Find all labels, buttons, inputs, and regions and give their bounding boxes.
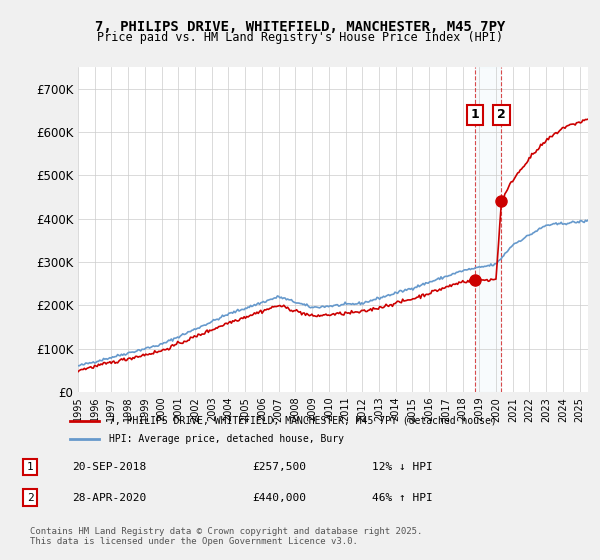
Text: 7, PHILIPS DRIVE, WHITEFIELD, MANCHESTER, M45 7PY (detached house): 7, PHILIPS DRIVE, WHITEFIELD, MANCHESTER…: [109, 416, 497, 426]
Text: 46% ↑ HPI: 46% ↑ HPI: [372, 493, 433, 503]
Text: 2: 2: [26, 493, 34, 503]
Text: 1: 1: [26, 462, 34, 472]
Text: 20-SEP-2018: 20-SEP-2018: [72, 462, 146, 472]
Text: 28-APR-2020: 28-APR-2020: [72, 493, 146, 503]
Text: 2: 2: [497, 108, 506, 122]
Text: 12% ↓ HPI: 12% ↓ HPI: [372, 462, 433, 472]
Bar: [475, 67, 502, 392]
Text: 7, PHILIPS DRIVE, WHITEFIELD, MANCHESTER, M45 7PY: 7, PHILIPS DRIVE, WHITEFIELD, MANCHESTER…: [95, 20, 505, 34]
Text: HPI: Average price, detached house, Bury: HPI: Average price, detached house, Bury: [109, 434, 344, 444]
Text: £257,500: £257,500: [252, 462, 306, 472]
Text: Contains HM Land Registry data © Crown copyright and database right 2025.
This d: Contains HM Land Registry data © Crown c…: [30, 526, 422, 546]
Text: 1: 1: [470, 108, 479, 122]
Text: £440,000: £440,000: [252, 493, 306, 503]
Text: Price paid vs. HM Land Registry's House Price Index (HPI): Price paid vs. HM Land Registry's House …: [97, 31, 503, 44]
